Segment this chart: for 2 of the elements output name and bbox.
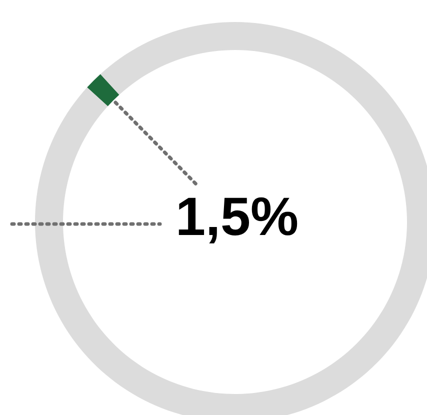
donut-slice (87, 74, 120, 106)
text: 1,5% (175, 187, 299, 247)
